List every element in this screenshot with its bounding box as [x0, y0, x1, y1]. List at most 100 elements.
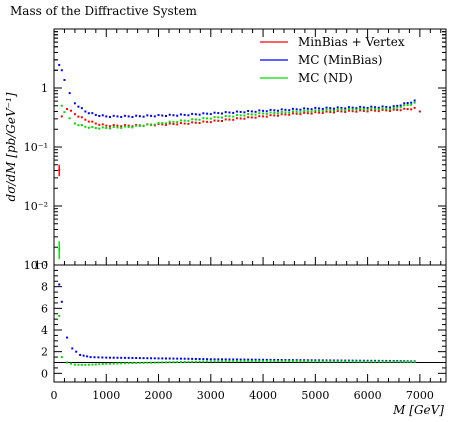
ratio-point-mc-minbias-	[269, 358, 272, 361]
ratio-point-mc-minbias-	[232, 358, 235, 361]
point-mc-nd-	[410, 103, 413, 106]
ratio-point-mc-nd-	[406, 360, 409, 363]
y-axis-label: dσ/dM [pb/GeV⁻¹]	[4, 92, 18, 201]
point-mc-nd-	[127, 125, 130, 128]
ratio-point-mc-nd-	[288, 360, 291, 363]
point-mc-nd-	[206, 117, 209, 120]
ratio-point-mc-nd-	[66, 361, 69, 364]
point-mc-nd-	[150, 123, 153, 126]
ratio-point-mc-nd-	[109, 362, 111, 365]
ratio-point-mc-nd-	[381, 360, 384, 363]
point-mc-nd-	[291, 110, 294, 113]
ratio-point-mc-minbias-	[247, 358, 250, 361]
point-mc-nd-	[359, 107, 362, 110]
point-mc-nd-	[258, 112, 261, 115]
point-mc-nd-	[105, 126, 108, 129]
point-mc-nd-	[213, 116, 216, 119]
point-minbias-vertex	[413, 106, 416, 109]
legend-label: MinBias + Vertex	[298, 35, 405, 49]
point-mc-nd-	[385, 107, 388, 110]
point-minbias-vertex	[329, 111, 332, 114]
point-mc-minbias-	[63, 78, 66, 81]
ratio-point-mc-minbias-	[116, 356, 119, 359]
point-minbias-vertex	[351, 110, 354, 113]
point-mc-minbias-	[247, 109, 250, 112]
ratio-point-mc-nd-	[80, 363, 83, 366]
point-mc-nd-	[142, 124, 145, 127]
point-mc-nd-	[221, 116, 223, 119]
point-mc-nd-	[329, 109, 332, 112]
point-mc-nd-	[239, 114, 242, 117]
ratio-point-mc-nd-	[183, 360, 186, 363]
point-minbias-vertex	[232, 118, 235, 121]
point-minbias-vertex	[179, 122, 182, 125]
ratio-point-mc-minbias-	[112, 356, 115, 359]
point-mc-nd-	[277, 112, 279, 115]
point-mc-minbias-	[135, 114, 138, 117]
point-mc-nd-	[377, 108, 380, 111]
ratio-point-mc-minbias-	[310, 359, 313, 362]
ratio-point-mc-nd-	[198, 360, 201, 363]
point-mc-nd-	[172, 120, 175, 123]
point-mc-minbias-	[254, 110, 257, 113]
ratio-point-mc-nd-	[168, 361, 171, 364]
point-mc-minbias-	[377, 106, 380, 109]
ratio-point-mc-nd-	[273, 360, 276, 363]
point-mc-minbias-	[344, 107, 347, 110]
ratio-point-mc-minbias-	[262, 358, 265, 361]
point-minbias-vertex	[399, 109, 402, 112]
point-mc-minbias-	[194, 113, 197, 116]
ratio-point-mc-nd-	[98, 363, 101, 366]
ratio-point-mc-nd-	[291, 360, 294, 363]
x-tick-label: 1000	[92, 389, 120, 402]
point-mc-minbias-	[385, 105, 388, 108]
point-mc-minbias-	[355, 107, 358, 110]
ratio-point-mc-nd-	[321, 360, 324, 363]
ratio-point-mc-nd-	[314, 360, 317, 363]
ratio-point-mc-minbias-	[161, 357, 164, 360]
point-minbias-vertex	[183, 122, 186, 125]
point-minbias-vertex	[235, 117, 238, 120]
point-mc-nd-	[87, 126, 90, 129]
top-x-ticks	[53, 29, 442, 265]
point-mc-nd-	[146, 123, 149, 126]
point-mc-nd-	[333, 109, 335, 112]
point-mc-minbias-	[265, 110, 268, 113]
point-minbias-vertex	[194, 121, 197, 124]
x-tick-label: 3000	[197, 389, 225, 402]
point-mc-minbias-	[224, 111, 227, 114]
point-minbias-vertex	[269, 114, 272, 117]
point-mc-nd-	[198, 118, 201, 121]
ratio-point-mc-minbias-	[321, 359, 324, 362]
ratio-point-mc-nd-	[359, 360, 362, 363]
point-mc-minbias-	[127, 115, 130, 118]
point-minbias-vertex	[94, 122, 97, 125]
ratio-point-mc-nd-	[277, 360, 279, 363]
ratio-point-mc-nd-	[344, 360, 347, 363]
ratio-point-mc-minbias-	[209, 358, 212, 361]
point-minbias-vertex	[206, 120, 209, 123]
point-mc-nd-	[217, 116, 220, 119]
point-mc-minbias-	[138, 115, 141, 118]
ratio-point-mc-minbias-	[105, 356, 108, 359]
chart-title: Mass of the Diffractive System	[10, 4, 198, 18]
point-minbias-vertex	[112, 124, 115, 127]
ratio-point-mc-minbias-	[75, 350, 78, 353]
point-minbias-vertex	[370, 109, 373, 112]
ratio-point-mc-minbias-	[89, 356, 92, 359]
point-minbias-vertex	[310, 112, 313, 115]
ratio-point-mc-nd-	[202, 360, 205, 363]
ratio-point-mc-minbias-	[123, 356, 126, 359]
y-tick-label: 10⁻²	[24, 200, 48, 213]
point-mc-nd-	[344, 109, 347, 112]
point-mc-minbias-	[370, 105, 373, 108]
point-mc-nd-	[235, 114, 238, 117]
ratio-point-mc-nd-	[232, 360, 235, 363]
point-mc-minbias-	[291, 107, 294, 110]
point-minbias-vertex	[347, 109, 350, 112]
point-mc-nd-	[202, 117, 205, 120]
point-mc-minbias-	[243, 111, 246, 114]
point-minbias-vertex	[123, 124, 126, 127]
point-minbias-vertex	[254, 116, 257, 119]
point-mc-nd-	[165, 122, 167, 125]
